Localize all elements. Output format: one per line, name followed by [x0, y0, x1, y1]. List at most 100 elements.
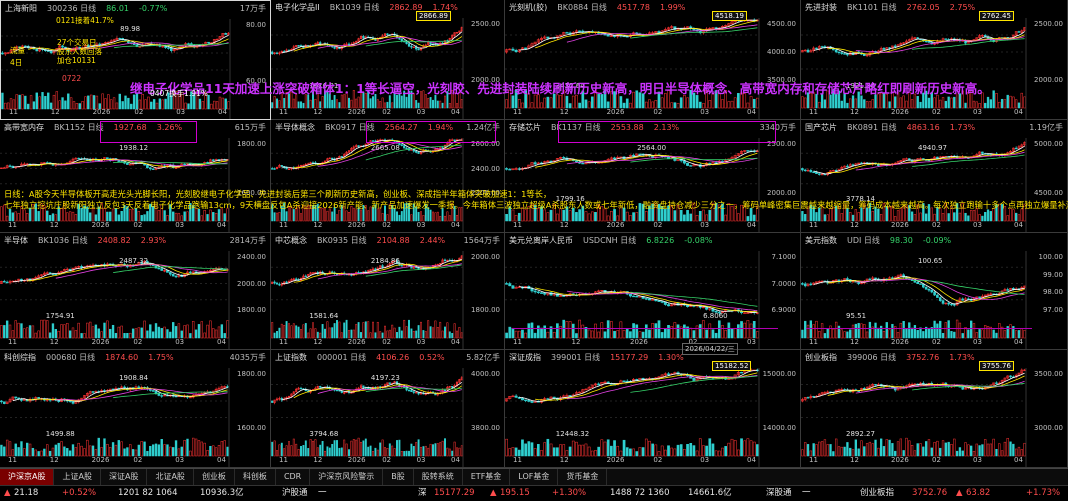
price-tick: 2200.00: [471, 189, 500, 197]
candle: [961, 298, 965, 301]
candle: [140, 262, 144, 264]
date-tick: 02: [382, 108, 392, 116]
chart-panel[interactable]: 科创综指 000680 日线 1874.60 1.75% 4035万手 1800.00 16…: [0, 350, 271, 468]
candle: [417, 152, 420, 154]
volume-bar: [278, 327, 281, 339]
market-tab[interactable]: 沪深京风险警示: [310, 469, 384, 485]
market-tab[interactable]: 深证A股: [101, 469, 148, 485]
candle: [964, 387, 967, 390]
market-tab[interactable]: 科创板: [235, 469, 276, 485]
chart-panel[interactable]: 创业板指 399006 日线 3752.76 1.73% 3500.00 3000.00 1…: [801, 350, 1068, 468]
market-tab[interactable]: 货币基金: [558, 469, 608, 485]
panel-code: BK1137 日线: [551, 123, 601, 132]
chart-panel[interactable]: 光刻机(胶) BK0884 日线 4517.78 1.99% 4500.00 4000.0…: [505, 0, 801, 120]
candle: [1, 52, 4, 55]
volume-bar: [511, 95, 515, 109]
market-tab[interactable]: 创业板: [194, 469, 235, 485]
volume-bar: [46, 444, 49, 457]
chart-panel[interactable]: 先进封装 BK1101 日线 2762.05 2.75% 2500.00 2000.00 1…: [801, 0, 1068, 120]
volume-bar: [166, 215, 169, 222]
panel-code: BK0884 日线: [557, 3, 607, 12]
market-tab[interactable]: B股: [383, 469, 414, 485]
chart-panel[interactable]: 半导体 BK1036 日线 2408.82 2.93% 2814万手 2400.00 200…: [0, 233, 271, 350]
date-tick: 11: [279, 108, 288, 116]
panel-header: 先进封装 BK1101 日线 2762.05 2.75%: [805, 2, 1063, 15]
volume-bar: [727, 203, 731, 222]
volume-bar: [804, 214, 807, 222]
candle: [183, 163, 186, 166]
candle: [403, 265, 406, 267]
panel-change: 1.94%: [427, 123, 454, 132]
volume-bar: [578, 319, 581, 339]
volume-bar: [549, 326, 553, 339]
volume-bar: [832, 207, 835, 222]
chart-panel[interactable]: 存储芯片 BK1137 日线 2553.88 2.13% 3340万手 2500.00 20…: [505, 120, 801, 233]
chart-panel[interactable]: 电子化学品II BK1039 日线 2862.89 1.74% 2500.00 2000.…: [271, 0, 505, 120]
candle: [654, 31, 658, 34]
volume-bar: [47, 92, 50, 110]
panel0-note-2: 27个交易日: [57, 38, 97, 47]
volume-bar: [670, 205, 674, 222]
candle: [663, 373, 667, 376]
date-tick: 02: [133, 221, 143, 229]
chart-panel[interactable]: 美元兑离岸人民币 USDCNH 日线 6.8226 -0.08% 7.1000 7.000…: [505, 233, 801, 350]
volume-bar: [333, 95, 336, 109]
candle: [15, 46, 19, 50]
volume-bar: [894, 326, 897, 339]
date-tick: 03: [416, 338, 426, 346]
chart-panel[interactable]: 深证成指 399001 日线 15177.29 1.30% 15000.00 14000.…: [505, 350, 801, 468]
volume-bar: [939, 447, 942, 457]
high-label: 89.98: [120, 25, 141, 33]
candle: [613, 157, 617, 160]
volume-bar: [309, 328, 312, 339]
candle: [820, 280, 824, 283]
volume-bar: [1006, 94, 1009, 109]
sh-link-label[interactable]: 沪股通: [282, 488, 308, 498]
market-tab[interactable]: LOF基金: [510, 469, 559, 485]
moving-average-line: [535, 152, 758, 168]
volume-bar: [514, 89, 518, 109]
volume-bar: [705, 445, 708, 457]
volume-bar: [137, 327, 141, 339]
volume-bar: [823, 99, 827, 109]
volume-bar: [285, 92, 288, 109]
chart-panel[interactable]: 中芯概念 BK0935 日线 2104.88 2.44% 1564万手 2000.00 18…: [271, 233, 505, 350]
chart-panel[interactable]: 上证指数 000001 日线 4106.26 0.52% 5.82亿手 4000.00 38…: [271, 350, 505, 468]
volume-bar: [559, 444, 562, 457]
candle: [8, 165, 12, 167]
market-tab[interactable]: 上证A股: [54, 469, 101, 485]
volume-bar: [882, 203, 886, 222]
volume-bar: [66, 212, 69, 222]
volume-bar: [151, 206, 155, 222]
candle: [594, 383, 597, 386]
volume-bar: [899, 208, 902, 222]
volume-bar: [314, 204, 317, 222]
candle: [11, 396, 15, 400]
candle: [3, 52, 7, 55]
market-tab[interactable]: CDR: [276, 469, 311, 485]
volume-bar: [186, 324, 189, 339]
volume-bar: [321, 96, 324, 109]
volume-bar: [34, 332, 37, 339]
volume-bar: [403, 90, 406, 109]
volume-bar: [616, 330, 620, 339]
chart-panel[interactable]: 上海新阳 300236 日线 86.01 -0.77% 17万手 80.00 60.00 11…: [0, 0, 271, 120]
candle: [218, 36, 222, 40]
market-tab[interactable]: ETF基金: [463, 469, 511, 485]
candle: [362, 36, 365, 39]
volume-bar: [578, 444, 581, 457]
market-tab[interactable]: 北证A股: [147, 469, 194, 485]
volume-bar: [316, 203, 319, 222]
volume-bar: [410, 214, 413, 222]
chart-panel[interactable]: 美元指数 UDI 日线 98.30 -0.09% 100.00 99.00 98.00 97.…: [801, 233, 1068, 350]
volume-bar: [717, 92, 721, 109]
chart-panel[interactable]: 国产芯片 BK0891 日线 4863.16 1.73% 1.19亿手 5000.00 45…: [801, 120, 1068, 233]
volume-bar: [220, 324, 224, 339]
volume-bar: [508, 326, 512, 339]
chart-panel[interactable]: 半导体概念 BK0917 日线 2564.27 1.94% 1.24亿手 2600.00 2…: [271, 120, 505, 233]
chart-panel[interactable]: 高带宽内存 BK1152 日线 1927.68 3.26% 615万手 1800.00 16…: [0, 120, 271, 233]
market-tab[interactable]: 沪深京A股: [0, 469, 55, 485]
market-tab[interactable]: 股转系统: [414, 469, 463, 485]
sz-link-label[interactable]: 深股通: [766, 488, 792, 498]
volume-bar: [837, 325, 841, 339]
